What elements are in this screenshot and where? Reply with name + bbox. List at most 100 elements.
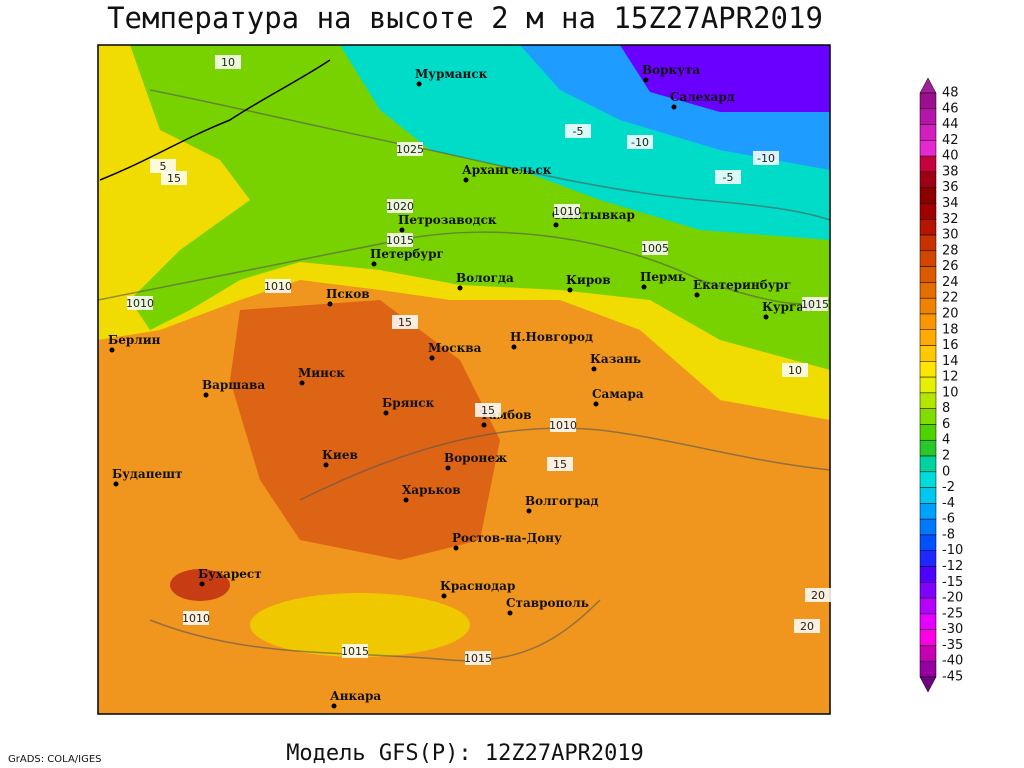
city-dot [463,177,469,183]
city-label: Воркута [642,63,700,77]
city-dot [526,508,532,514]
colorbar-box [919,219,937,236]
contour-label: 20 [811,589,825,602]
colorbar-label: -8 [942,527,955,542]
colorbar-label: -6 [942,512,955,527]
contour-label: 5 [160,160,167,173]
city-dot [113,481,119,487]
contour-label-box [265,279,291,293]
city-dot [203,392,209,398]
contour-label-box [547,457,573,471]
city-label: Петрозаводск [398,213,497,227]
city-dot [643,77,649,83]
contour-label-box [802,297,828,311]
contour-label-box [627,135,653,149]
city-label: Пермь [640,270,686,284]
colorbar-label: 48 [942,86,959,101]
contour-label: 1020 [386,200,414,213]
city-dot [383,410,389,416]
city-dot [567,287,573,293]
city-dot [416,81,422,87]
contour-label-box [550,418,576,432]
colorbar-label: 30 [942,228,959,243]
contour-label: 1010 [182,612,210,625]
contour-label-box [397,142,423,156]
city-label: Н.Новгород [510,330,593,344]
colorbar-label: 4 [942,433,950,448]
city-label: Варшава [202,378,265,392]
city-label: Берлин [108,333,161,347]
city-label: Минск [298,366,345,380]
city-dot [453,545,459,551]
city-dot [511,344,517,350]
black-sea [250,593,470,657]
city-dot [429,355,435,361]
contour-label-box [183,611,209,625]
city-dot [763,314,769,320]
map-field [98,45,830,714]
coastline [99,59,331,181]
colorbar-label: -35 [942,638,963,653]
contour-label: 1010 [126,297,154,310]
contour-label: 15 [481,404,495,417]
contour-label-box [465,651,491,665]
city-dot [671,104,677,110]
colorbar-box [919,92,937,110]
colorbar-box [919,234,937,252]
isobar [98,231,830,305]
city-dot [481,422,487,428]
contour-label: 1015 [464,652,492,665]
city-label: Киров [566,273,611,287]
city-dot [199,581,205,587]
colorbar-box [919,550,937,567]
colorbar-box [919,408,937,425]
city-label: Ростов-на-Дону [452,531,562,545]
colorbar-box [919,124,937,141]
colorbar-label: -40 [942,654,963,669]
city-layer: Мурманск Архангельск Петрозаводск Петербург… [108,63,813,709]
colorbar-box [919,487,937,504]
colorbar-label: 42 [942,133,959,148]
city-label: Краснодар [440,579,515,593]
contour-label: -10 [757,152,775,165]
colorbar-label: 0 [942,464,950,479]
city-dot [641,284,647,290]
colorbar-box [919,439,937,457]
city-dot [591,366,597,372]
colorbar-box [919,187,937,204]
colorbar-box [919,282,937,299]
city-label: Казань [590,352,641,366]
contour-label-box [794,619,820,633]
city-dot [331,703,337,709]
colorbar-label: -2 [942,480,955,495]
colorbar-box [919,455,937,473]
contour-label-layer: 1025102010151010101010101005101510101010… [126,55,831,665]
colorbar: 4846444240383634323028262422201816141210… [919,77,963,693]
colorbar-label: -25 [942,606,963,621]
city-label: Архангельск [462,163,552,177]
colorbar-label: 46 [942,101,959,116]
field-violet [600,45,830,112]
colorbar-label: 22 [942,291,959,306]
colorbar-box [919,297,937,315]
contour-label: -5 [723,171,734,184]
colorbar-box [919,108,937,125]
colorbar-box [919,660,937,678]
contour-label: 10 [221,56,235,69]
city-label: Будапешт [112,467,182,481]
contour-label-box [753,151,779,165]
colorbar-label: 12 [942,370,959,385]
colorbar-label: 28 [942,243,959,258]
city-dot [299,380,305,386]
contour-label-box [387,199,413,213]
colorbar-label: -12 [942,559,963,574]
colorbar-box [919,203,937,220]
colorbar-label: -10 [942,543,963,558]
colorbar-label: 36 [942,180,959,195]
contour-label-box [387,233,413,247]
city-label: Харьков [402,483,461,497]
contour-label: 1010 [553,205,581,218]
colorbar-box [919,597,937,615]
contour-label: 15 [167,172,181,185]
colorbar-box [919,250,937,267]
